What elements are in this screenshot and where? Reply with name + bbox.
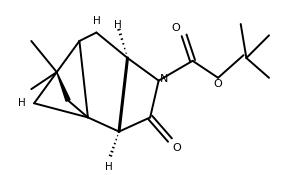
Text: O: O [171,23,180,33]
Text: H: H [114,20,121,30]
Text: O: O [173,143,181,153]
Text: N: N [160,74,168,84]
Text: H: H [18,98,26,108]
Text: O: O [214,79,223,89]
Text: H: H [92,16,100,26]
Polygon shape [57,72,70,101]
Text: H: H [105,162,113,172]
